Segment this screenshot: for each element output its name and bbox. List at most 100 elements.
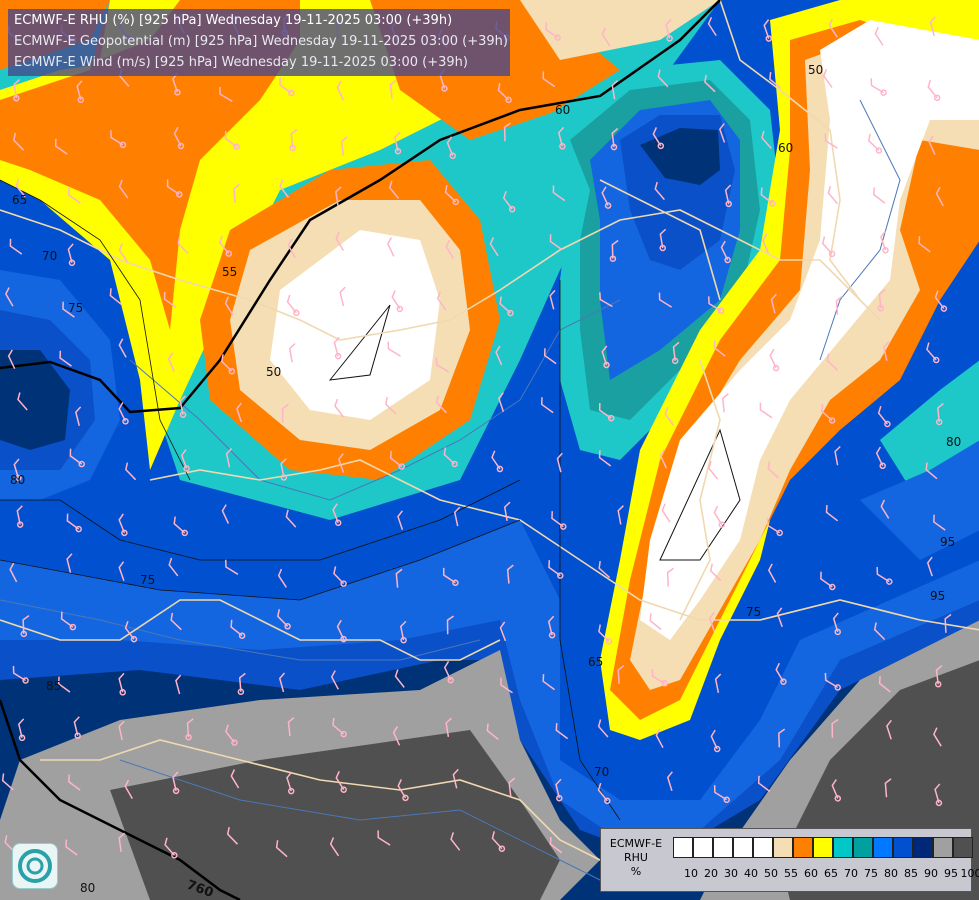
- wind-barb: [118, 179, 129, 199]
- wind-barb: [824, 133, 838, 149]
- legend-swatch: [813, 837, 833, 858]
- wind-barb: [335, 186, 342, 206]
- wind-barb: [336, 619, 347, 643]
- wind-barb: [185, 718, 194, 741]
- wind-barb: [873, 622, 886, 641]
- wind-barb: [276, 609, 291, 630]
- wind-barb: [230, 619, 246, 639]
- wind-barb: [332, 503, 342, 527]
- wind-barb: [721, 393, 729, 413]
- wind-barb: [279, 179, 290, 199]
- wind-barb: [435, 395, 447, 414]
- wind-barb: [714, 673, 722, 694]
- wind-barb: [118, 720, 125, 741]
- wind-barb: [13, 458, 22, 482]
- wind-barb: [598, 450, 612, 467]
- legend-swatch: [833, 837, 853, 858]
- geopotential-contours: [0, 0, 721, 900]
- wind-barb: [659, 228, 667, 252]
- central-white-core: [270, 230, 440, 420]
- wind-barb: [74, 406, 82, 426]
- wind-barb: [168, 557, 179, 577]
- wind-barb: [172, 771, 180, 795]
- wind-barb: [446, 136, 456, 160]
- legend-swatch: [693, 837, 713, 858]
- wind-barb: [873, 187, 886, 204]
- wind-barb: [883, 341, 890, 361]
- rhu-label-60-north: 60: [555, 103, 570, 117]
- rhu-label-75: 75: [68, 301, 83, 315]
- wind-barb: [118, 672, 126, 696]
- wind-barb: [5, 287, 14, 307]
- wind-barb: [179, 395, 187, 418]
- wind-barb: [224, 296, 234, 316]
- wind-barb: [713, 340, 726, 357]
- wind-barb: [389, 450, 405, 470]
- wind-barb: [834, 445, 841, 466]
- wind-barb: [610, 127, 619, 151]
- wind-barb: [878, 676, 891, 693]
- wind-barb: [225, 448, 233, 468]
- wind-barb: [757, 775, 771, 793]
- wind-barb: [763, 19, 773, 42]
- wind-barb: [502, 190, 516, 213]
- wind-barb: [395, 568, 403, 588]
- wind-barb: [118, 832, 126, 852]
- wind-barb: [601, 186, 612, 209]
- wind-barb: [555, 778, 563, 802]
- wind-barb: [16, 505, 24, 528]
- wind-barb: [826, 353, 839, 371]
- wind-barb: [884, 778, 892, 798]
- wind-barb: [617, 505, 624, 525]
- wind-barb: [555, 723, 569, 740]
- wind-barb: [944, 613, 952, 633]
- wind-barb: [236, 402, 243, 423]
- wind-barb: [935, 186, 944, 207]
- wind-barb: [60, 611, 77, 631]
- wind-barb: [708, 461, 719, 480]
- wind-barb: [556, 452, 563, 473]
- wind-barb: [601, 27, 611, 47]
- wind-barb: [933, 727, 942, 747]
- wind-barb: [500, 677, 513, 694]
- wind-barb: [759, 402, 773, 419]
- rhu-label-50-east: 50: [808, 63, 823, 77]
- wind-barb: [540, 397, 554, 414]
- header-wind-title: ECMWF-E Wind (m/s) [925 hPa] Wednesday 1…: [14, 55, 468, 70]
- wind-barb: [770, 293, 777, 314]
- wind-barb: [163, 291, 177, 308]
- wind-barb: [287, 716, 295, 737]
- wind-barb: [506, 564, 514, 584]
- wind-barb: [450, 832, 461, 851]
- wind-barb: [658, 292, 672, 308]
- wind-barb: [330, 670, 339, 690]
- legend-tick-label: 70: [844, 867, 858, 880]
- legend-swatch: [893, 837, 913, 858]
- wind-barb: [289, 128, 298, 152]
- wind-barb: [880, 499, 890, 519]
- geopotential-label-760: 760: [185, 878, 216, 900]
- wind-barb: [76, 80, 85, 104]
- legend-swatch: [753, 837, 773, 858]
- wind-barb: [12, 665, 29, 684]
- wind-barb: [925, 462, 938, 480]
- wind-barb: [445, 717, 452, 738]
- wind-barb: [9, 238, 23, 255]
- wind-barb: [275, 840, 288, 858]
- wind-barb: [934, 783, 943, 807]
- wind-barb: [548, 560, 564, 579]
- wind-barb: [237, 672, 246, 696]
- legend-swatch: [773, 837, 793, 858]
- wind-barb: [389, 79, 397, 99]
- wind-barb: [820, 403, 836, 424]
- wind-barb: [778, 728, 786, 748]
- wind-barb: [543, 348, 557, 365]
- wind-barb: [397, 779, 409, 802]
- wind-barb: [338, 453, 345, 473]
- far-east-blue: [860, 440, 979, 560]
- wind-barb: [886, 719, 892, 740]
- wind-barb: [934, 665, 943, 688]
- wind-barb: [73, 716, 81, 739]
- wind-barb: [935, 402, 944, 426]
